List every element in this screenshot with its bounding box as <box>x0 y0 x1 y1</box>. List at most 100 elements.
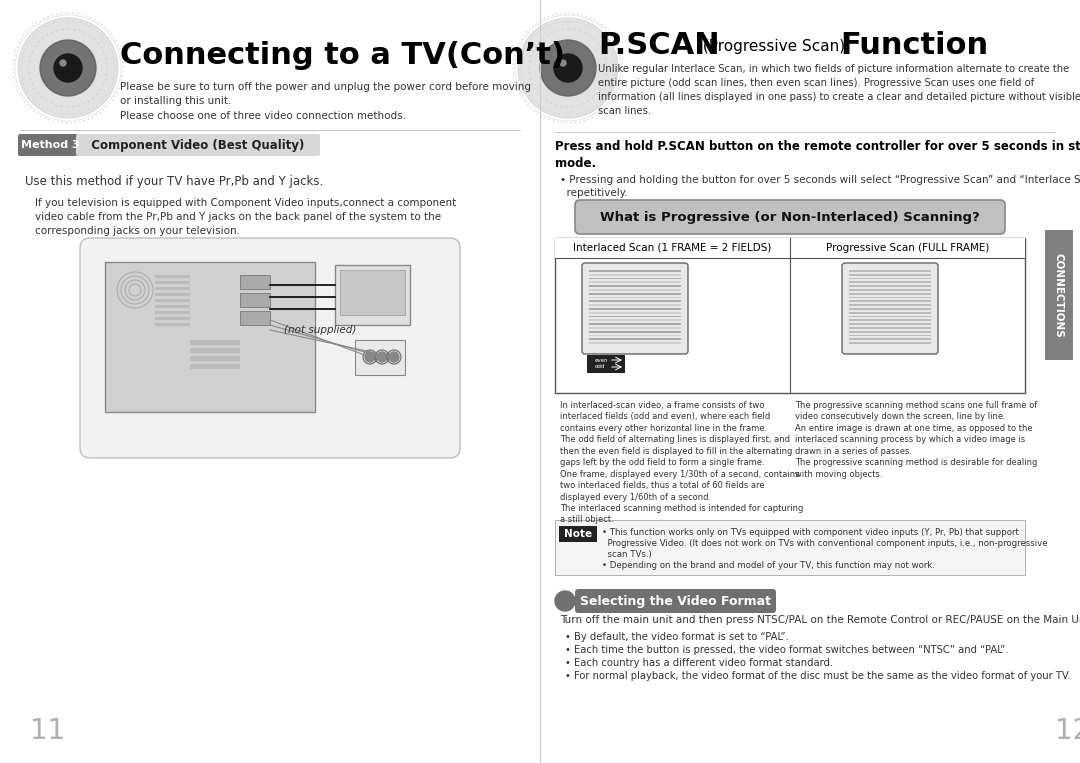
Bar <box>589 301 681 302</box>
Bar <box>589 308 681 310</box>
Text: In interlaced-scan video, a frame consists of two
interlaced fields (odd and eve: In interlaced-scan video, a frame consis… <box>561 401 804 524</box>
Text: CONNECTIONS: CONNECTIONS <box>1054 253 1064 337</box>
Bar <box>589 335 681 336</box>
Bar <box>589 293 681 295</box>
Text: Component Video (Best Quality): Component Video (Best Quality) <box>83 139 305 152</box>
Bar <box>589 270 681 272</box>
Circle shape <box>518 18 618 118</box>
FancyBboxPatch shape <box>76 134 320 156</box>
Bar <box>355 340 405 375</box>
FancyBboxPatch shape <box>575 589 777 613</box>
Bar <box>849 293 931 295</box>
Text: If you television is equipped with Component Video inputs,connect a component
vi: If you television is equipped with Compo… <box>35 198 456 236</box>
Bar <box>589 282 681 283</box>
Bar <box>190 340 240 345</box>
Bar <box>156 323 190 326</box>
Bar <box>849 289 931 291</box>
Text: • This function works only on TVs equipped with component video inputs (Y, Pr, P: • This function works only on TVs equipp… <box>602 528 1018 537</box>
Bar <box>589 297 681 298</box>
Bar <box>190 348 240 353</box>
Bar <box>589 278 681 279</box>
Bar <box>589 339 681 340</box>
Bar <box>156 293 190 296</box>
Bar <box>589 331 681 333</box>
Bar <box>589 342 681 344</box>
Text: Press and hold P.SCAN button on the remote controller for over 5 seconds in stop: Press and hold P.SCAN button on the remo… <box>555 140 1080 170</box>
Text: Turn off the main unit and then press NTSC/PAL on the Remote Control or REC/PAUS: Turn off the main unit and then press NT… <box>561 615 1080 625</box>
Bar <box>849 297 931 298</box>
Bar <box>589 285 681 287</box>
Text: • By default, the video format is set to “PAL”.: • By default, the video format is set to… <box>565 632 788 642</box>
Bar <box>849 278 931 279</box>
Text: • Pressing and holding the button for over 5 seconds will select “Progressive Sc: • Pressing and holding the button for ov… <box>561 175 1080 198</box>
Bar <box>589 327 681 329</box>
Text: Function: Function <box>840 31 988 60</box>
Bar <box>156 305 190 308</box>
Text: Selecting the Video Format: Selecting the Video Format <box>580 594 770 607</box>
Bar <box>849 304 931 306</box>
Bar <box>849 316 931 317</box>
Text: What is Progressive (or Non-Interlaced) Scanning?: What is Progressive (or Non-Interlaced) … <box>600 211 980 224</box>
Bar <box>335 265 410 325</box>
Bar <box>589 274 681 275</box>
Bar <box>589 304 681 306</box>
Bar <box>849 335 931 336</box>
Bar <box>589 316 681 317</box>
Circle shape <box>60 60 66 66</box>
Bar <box>588 355 625 373</box>
Bar <box>190 364 240 369</box>
Circle shape <box>540 40 596 96</box>
Bar <box>849 320 931 321</box>
FancyBboxPatch shape <box>80 238 460 458</box>
Bar <box>849 331 931 333</box>
Text: Progressive Scan (FULL FRAME): Progressive Scan (FULL FRAME) <box>826 243 989 253</box>
Text: Please be sure to turn off the power and unplug the power cord before moving
or : Please be sure to turn off the power and… <box>120 82 531 121</box>
Bar <box>849 339 931 340</box>
Text: (Progressive Scan): (Progressive Scan) <box>698 40 850 54</box>
Text: Use this method if your TV have Pr,Pb and Y jacks.: Use this method if your TV have Pr,Pb an… <box>25 175 323 188</box>
Text: 11: 11 <box>30 717 65 745</box>
Circle shape <box>554 54 582 82</box>
Bar <box>156 287 190 290</box>
Text: even: even <box>595 358 608 362</box>
Bar <box>559 526 597 542</box>
Text: • Each country has a different video format standard.: • Each country has a different video for… <box>565 658 834 668</box>
Text: • Each time the button is pressed, the video format switches between “NTSC” and : • Each time the button is pressed, the v… <box>565 645 1009 655</box>
Bar <box>555 520 1025 575</box>
Bar <box>589 312 681 314</box>
Bar <box>849 274 931 275</box>
Text: scan TVs.): scan TVs.) <box>602 550 651 559</box>
Bar <box>240 293 270 307</box>
Text: Connecting to a TV(Con’t): Connecting to a TV(Con’t) <box>120 40 565 69</box>
Text: P.SCAN: P.SCAN <box>598 31 719 60</box>
Bar <box>1045 230 1074 360</box>
FancyBboxPatch shape <box>575 200 1005 234</box>
Circle shape <box>54 54 82 82</box>
Text: • For normal playback, the video format of the disc must be the same as the vide: • For normal playback, the video format … <box>565 671 1070 681</box>
Bar <box>156 317 190 320</box>
Bar <box>589 324 681 325</box>
Bar <box>589 289 681 291</box>
Bar <box>849 308 931 310</box>
Circle shape <box>555 591 575 611</box>
Bar <box>849 301 931 302</box>
Bar <box>156 275 190 278</box>
Circle shape <box>365 352 375 362</box>
FancyBboxPatch shape <box>582 263 688 354</box>
FancyBboxPatch shape <box>18 134 82 156</box>
Bar <box>849 285 931 287</box>
Bar <box>190 356 240 361</box>
Text: 12: 12 <box>1055 717 1080 745</box>
Circle shape <box>561 60 566 66</box>
Bar <box>849 342 931 344</box>
Text: Method 3: Method 3 <box>21 140 79 150</box>
Circle shape <box>377 352 387 362</box>
FancyBboxPatch shape <box>842 263 939 354</box>
Text: The progressive scanning method scans one full frame of
video consecutively down: The progressive scanning method scans on… <box>795 401 1038 478</box>
Bar <box>849 327 931 329</box>
Text: • Depending on the brand and model of your TV, this function may not work.: • Depending on the brand and model of yo… <box>602 561 935 570</box>
Bar <box>849 282 931 283</box>
Bar <box>156 311 190 314</box>
Text: (not supplied): (not supplied) <box>284 325 356 335</box>
Bar <box>555 238 1025 393</box>
